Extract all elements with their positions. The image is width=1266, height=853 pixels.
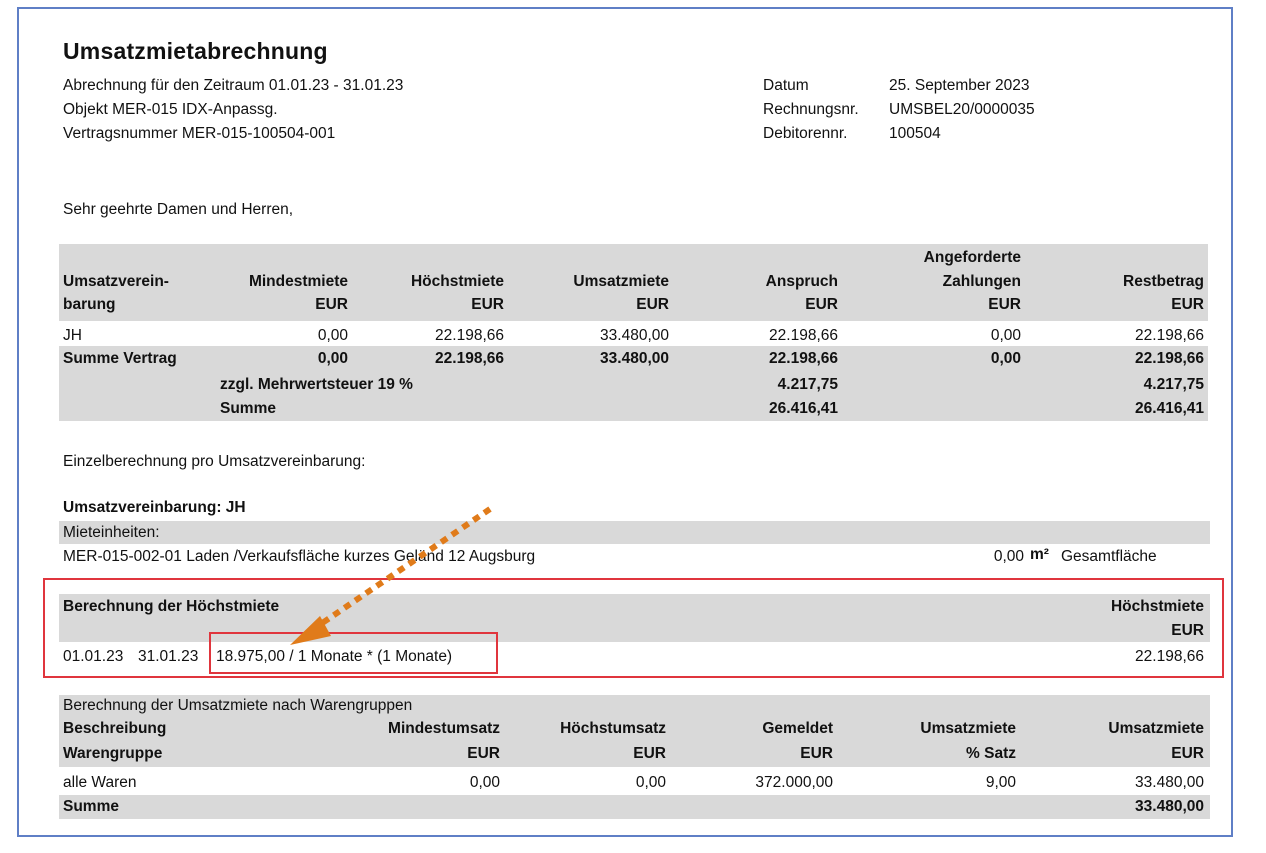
col-header-max-turnover-unit: EUR <box>633 745 666 762</box>
period-line: Abrechnung für den Zeitraum 01.01.23 - 3… <box>63 77 404 94</box>
highlight-box-outer <box>43 578 1224 678</box>
vat-label: zzgl. Mehrwertsteuer 19 % <box>220 376 413 393</box>
salutation: Sehr geehrte Damen und Herren, <box>63 201 294 218</box>
col-header-min-rent-unit: EUR <box>315 296 348 313</box>
col-header-max-rent-unit: EUR <box>471 296 504 313</box>
summary-header-band <box>59 244 1208 321</box>
table-row-cell: 372.000,00 <box>755 774 833 791</box>
max-rent-formula: 18.975,00 / 1 Monate * (1 Monate) <box>216 648 453 665</box>
total-row-cell: 0,00 <box>317 350 348 367</box>
table-row-cell: 22.198,66 <box>435 327 504 344</box>
vat-claim: 4.217,75 <box>777 376 838 393</box>
object-line: Objekt MER-015 IDX-Anpassg. <box>63 101 278 118</box>
col-header-rent-eur: Umsatzmiete <box>1108 720 1204 737</box>
col-header-turnover-rent: Umsatzmiete <box>573 273 669 290</box>
col-header-min-turnover-unit: EUR <box>467 745 500 762</box>
max-rent-col-header: Höchstmiete <box>1110 598 1204 615</box>
vat-remaining: 4.217,75 <box>1143 376 1204 393</box>
goods-total-label: Summe <box>63 798 119 815</box>
unit-area-unit: m² <box>1030 546 1049 563</box>
col-header-remaining: Restbetrag <box>1123 273 1204 290</box>
max-rent-col-unit: EUR <box>1171 622 1204 639</box>
col-header-claim-unit: EUR <box>805 296 838 313</box>
col-header-claim: Anspruch <box>765 273 838 290</box>
table-row-cell: 22.198,66 <box>769 327 838 344</box>
detail-intro: Einzelberechnung pro Umsatzvereinbarung: <box>63 453 366 470</box>
table-row-cell: alle Waren <box>63 774 137 791</box>
col-header-requested-2: Zahlungen <box>942 273 1021 290</box>
unit-description: MER-015-002-01 Laden /Verkaufsfläche kur… <box>63 548 536 565</box>
summary-total-band <box>59 346 1208 421</box>
contract-line: Vertragsnummer MER-015-100504-001 <box>63 125 336 142</box>
col-header-description-1: Beschreibung <box>63 720 167 737</box>
max-rent-from: 01.01.23 <box>63 648 124 665</box>
table-row-cell: 33.480,00 <box>1135 774 1204 791</box>
meta-value-invoice: UMSBEL20/0000035 <box>889 101 1035 118</box>
table-row-cell: JH <box>63 327 82 344</box>
table-row-cell: 33.480,00 <box>600 327 669 344</box>
col-header-reported: Gemeldet <box>762 720 833 737</box>
table-row-cell: 0,00 <box>317 327 348 344</box>
col-header-min-rent: Mindestmiete <box>248 273 348 290</box>
col-header-requested-1: Angeforderte <box>923 249 1021 266</box>
units-band <box>59 521 1210 544</box>
col-header-rate: Umsatzmiete <box>920 720 1016 737</box>
table-row-cell: 0,00 <box>469 774 500 791</box>
goods-caption: Berechnung der Umsatzmiete nach Warengru… <box>63 697 413 714</box>
max-rent-heading: Berechnung der Höchstmiete <box>63 598 280 615</box>
col-header-max-turnover: Höchstumsatz <box>560 720 666 737</box>
sum-remaining: 26.416,41 <box>1135 400 1204 417</box>
table-row-cell: 22.198,66 <box>1135 327 1204 344</box>
col-header-max-rent: Höchstmiete <box>410 273 504 290</box>
col-header-reported-unit: EUR <box>800 745 833 762</box>
goods-total-value: 33.480,00 <box>1135 798 1204 815</box>
total-row-cell: 22.198,66 <box>435 350 504 367</box>
meta-value-debtor: 100504 <box>889 125 941 142</box>
max-rent-to: 31.01.23 <box>138 648 199 665</box>
col-header-requested-unit: EUR <box>988 296 1021 313</box>
unit-area-label: Gesamtfläche <box>1061 548 1157 565</box>
meta-label-debtor: Debitorennr. <box>763 125 848 142</box>
max-rent-band <box>59 594 1210 642</box>
max-rent-amount: 22.198,66 <box>1135 648 1204 665</box>
total-row-cell: 22.198,66 <box>769 350 838 367</box>
total-row-label: Summe Vertrag <box>63 350 177 367</box>
total-row-cell: 22.198,66 <box>1135 350 1204 367</box>
col-header-rate-unit: % Satz <box>966 745 1016 762</box>
table-row-cell: 0,00 <box>990 327 1021 344</box>
agreement-heading: Umsatzvereinbarung: JH <box>63 499 246 516</box>
goods-total-band <box>59 795 1210 819</box>
table-row-cell: 0,00 <box>635 774 666 791</box>
sum-label: Summe <box>220 400 276 417</box>
goods-header-band <box>59 695 1210 767</box>
meta-label-invoice: Rechnungsnr. <box>763 101 859 118</box>
col-header-rent-eur-unit: EUR <box>1171 745 1204 762</box>
table-row-cell: 9,00 <box>985 774 1016 791</box>
meta-value-date: 25. September 2023 <box>889 77 1030 94</box>
highlight-box-formula <box>209 632 498 674</box>
unit-area-value: 0,00 <box>993 548 1024 565</box>
total-row-cell: 33.480,00 <box>600 350 669 367</box>
sum-claim: 26.416,41 <box>769 400 838 417</box>
col-header-description-2: Warengruppe <box>63 745 163 762</box>
document-title: Umsatzmietabrechnung <box>63 38 328 64</box>
col-header-agreement-1: Umsatzverein- <box>63 273 169 290</box>
col-header-min-turnover: Mindestumsatz <box>388 720 500 737</box>
col-header-agreement-2: barung <box>63 296 116 313</box>
meta-label-date: Datum <box>763 77 809 94</box>
col-header-turnover-rent-unit: EUR <box>636 296 669 313</box>
units-label: Mieteinheiten: <box>63 524 160 541</box>
col-header-remaining-unit: EUR <box>1171 296 1204 313</box>
total-row-cell: 0,00 <box>990 350 1021 367</box>
